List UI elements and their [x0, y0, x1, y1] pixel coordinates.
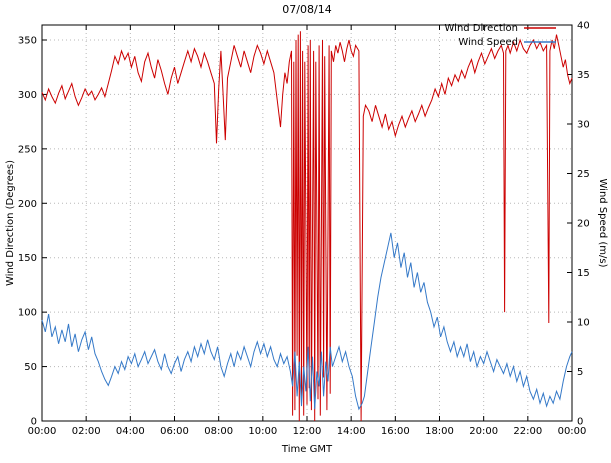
right-axis-label: Wind Speed (m/s) — [597, 179, 608, 268]
y-left-tick-label: 300 — [18, 90, 37, 101]
x-axis-label: Time GMT — [281, 444, 333, 455]
y-right-tick-label: 35 — [577, 70, 590, 81]
legend: Wind Direction Wind Speed — [445, 23, 556, 48]
y-left-tick-label: 150 — [18, 253, 37, 264]
x-tick-label: 08:00 — [204, 426, 233, 437]
plot-generated-layer: 00:00 02:00 04:00 06:00 08:00 10:00 12:00 14:00… — [18, 21, 590, 438]
y-right-tick-label: 10 — [577, 318, 590, 329]
y-left-tick-label: 200 — [18, 199, 37, 210]
x-tick-label: 10:00 — [248, 426, 277, 437]
y-right-tick-label: 15 — [577, 268, 590, 279]
y-right-tick-label: 25 — [577, 169, 590, 180]
x-tick-label: 14:00 — [337, 426, 366, 437]
y-left-tick-label: 250 — [18, 144, 37, 155]
y-left-tick-label: 0 — [31, 417, 37, 428]
x-tick-label: 12:00 — [293, 426, 322, 437]
x-tick-label: 20:00 — [469, 426, 498, 437]
y-left-tick-label: 100 — [18, 308, 37, 319]
x-tick-label: 04:00 — [116, 426, 145, 437]
x-tick-label: 00:00 — [558, 426, 587, 437]
y-right-tick-label: 0 — [577, 417, 583, 428]
x-tick-label: 18:00 — [425, 426, 454, 437]
x-tick-label: 00:00 — [28, 426, 57, 437]
x-tick-label: 06:00 — [160, 426, 189, 437]
x-tick-label: 02:00 — [72, 426, 101, 437]
x-tick-label: 16:00 — [381, 426, 410, 437]
y-left-tick-label: 50 — [24, 362, 37, 373]
y-right-tick-label: 20 — [577, 219, 590, 230]
series-wind-speed — [41, 232, 573, 411]
y-left-tick-label: 350 — [18, 36, 37, 47]
legend-label-wind-speed: Wind Speed — [458, 37, 518, 48]
series-wind-direction — [41, 31, 573, 422]
legend-label-wind-direction: Wind Direction — [445, 23, 519, 34]
y-right-tick-label: 30 — [577, 120, 590, 131]
y-right-tick-label: 40 — [577, 21, 590, 32]
chart-title: 07/08/14 — [282, 3, 331, 16]
x-tick-label: 22:00 — [513, 426, 542, 437]
left-axis-label: Wind Direction (Degrees) — [5, 160, 16, 286]
y-right-tick-label: 5 — [577, 367, 583, 378]
